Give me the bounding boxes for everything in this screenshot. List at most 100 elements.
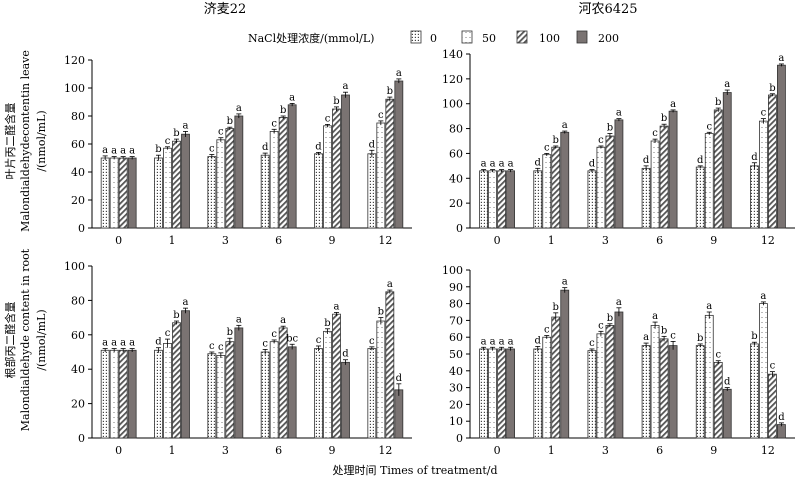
- x-axis-title: 处理时间 Times of treatment/d: [333, 464, 498, 477]
- bar: [207, 353, 217, 439]
- significance-label: a: [724, 79, 730, 90]
- bar: [596, 333, 606, 439]
- bar: [207, 156, 217, 229]
- x-tick-label: 1: [548, 234, 555, 247]
- bar: [587, 350, 597, 439]
- cultivar-title-jimai22: 济麦22: [204, 2, 247, 17]
- significance-label: c: [325, 113, 331, 124]
- root-ylabel-zh: 根部丙二醛含量: [3, 302, 17, 379]
- significance-label: c: [715, 350, 721, 361]
- significance-label: a: [670, 99, 676, 110]
- bar: [127, 157, 137, 229]
- bar: [650, 140, 660, 229]
- x-tick-label: 3: [602, 444, 609, 457]
- x-tick-label: 3: [222, 234, 229, 247]
- significance-label: d: [342, 349, 349, 360]
- x-tick-label: 6: [275, 444, 282, 457]
- y-tick-label: 100: [442, 98, 463, 111]
- bar: [695, 166, 705, 229]
- significance-label: c: [706, 121, 712, 132]
- legend-label-200: 200: [598, 32, 619, 45]
- bar: [376, 320, 386, 439]
- bar: [260, 154, 270, 229]
- y-tick-label: 0: [78, 432, 85, 445]
- bar: [750, 165, 759, 229]
- significance-label: b: [173, 128, 179, 139]
- significance-label: a: [616, 108, 622, 119]
- bar: [641, 345, 651, 439]
- y-tick-label: 30: [449, 382, 463, 395]
- x-tick-label: 0: [494, 234, 501, 247]
- y-tick-label: 60: [71, 138, 85, 151]
- bar: [695, 345, 705, 439]
- y-tick-label: 80: [449, 298, 463, 311]
- significance-label: b: [661, 325, 667, 336]
- bar: [659, 338, 669, 439]
- y-tick-label: 100: [64, 82, 85, 95]
- bar: [100, 349, 110, 439]
- y-tick-label: 10: [449, 415, 463, 428]
- bar: [287, 346, 297, 439]
- significance-label: d: [724, 377, 731, 388]
- bar: [533, 170, 543, 229]
- bar: [332, 313, 341, 439]
- bar: [163, 342, 172, 439]
- bar: [127, 349, 137, 439]
- bar: [560, 131, 570, 229]
- bar: [560, 289, 570, 439]
- bar: [323, 125, 332, 229]
- x-tick-label: 1: [169, 234, 176, 247]
- bar: [278, 117, 288, 229]
- y-tick-label: 0: [456, 222, 463, 235]
- bar: [109, 157, 119, 229]
- bar: [216, 139, 226, 229]
- significance-label: a: [499, 159, 505, 170]
- y-tick-label: 80: [449, 123, 463, 136]
- bar: [506, 170, 515, 229]
- significance-label: d: [589, 159, 596, 170]
- y-tick-label: 90: [449, 281, 463, 294]
- significance-label: c: [218, 342, 224, 353]
- y-tick-label: 60: [449, 331, 463, 344]
- bar: [605, 135, 615, 229]
- significance-label: b: [607, 313, 613, 324]
- x-tick-label: 0: [115, 234, 122, 247]
- leaf-ylabel-zh: 叶片丙二醛含量: [3, 103, 17, 180]
- significance-label: c: [271, 118, 277, 129]
- x-tick-label: 1: [548, 444, 555, 457]
- significance-label: c: [209, 341, 215, 352]
- significance-label: b: [697, 333, 703, 344]
- significance-label: c: [218, 127, 224, 138]
- bar: [614, 311, 624, 439]
- significance-label: c: [589, 338, 595, 349]
- x-tick-label: 6: [656, 444, 663, 457]
- y-tick-label: 20: [71, 194, 85, 207]
- significance-label: b: [155, 144, 161, 155]
- x-tick-label: 3: [602, 234, 609, 247]
- y-tick-label: 70: [449, 314, 463, 327]
- bar: [172, 322, 181, 439]
- significance-label: c: [165, 136, 171, 147]
- significance-label: a: [643, 332, 649, 343]
- bar: [287, 104, 297, 229]
- significance-label: c: [378, 110, 384, 121]
- bar: [341, 94, 350, 229]
- bar: [181, 133, 190, 229]
- significance-label: c: [544, 142, 550, 153]
- bar: [367, 153, 377, 229]
- bar: [533, 348, 543, 439]
- legend-label-50: 50: [482, 32, 496, 45]
- significance-label: b: [661, 113, 667, 124]
- bar: [777, 424, 786, 439]
- bar: [225, 341, 235, 439]
- y-tick-label: 40: [449, 172, 463, 185]
- bar: [497, 170, 506, 229]
- significance-label: d: [535, 157, 542, 168]
- significance-label: a: [508, 159, 514, 170]
- significance-label: b: [715, 97, 721, 108]
- legend-label-0: 0: [430, 32, 437, 45]
- x-tick-label: 6: [656, 234, 663, 247]
- bar: [216, 355, 226, 439]
- y-tick-label: 60: [71, 329, 85, 342]
